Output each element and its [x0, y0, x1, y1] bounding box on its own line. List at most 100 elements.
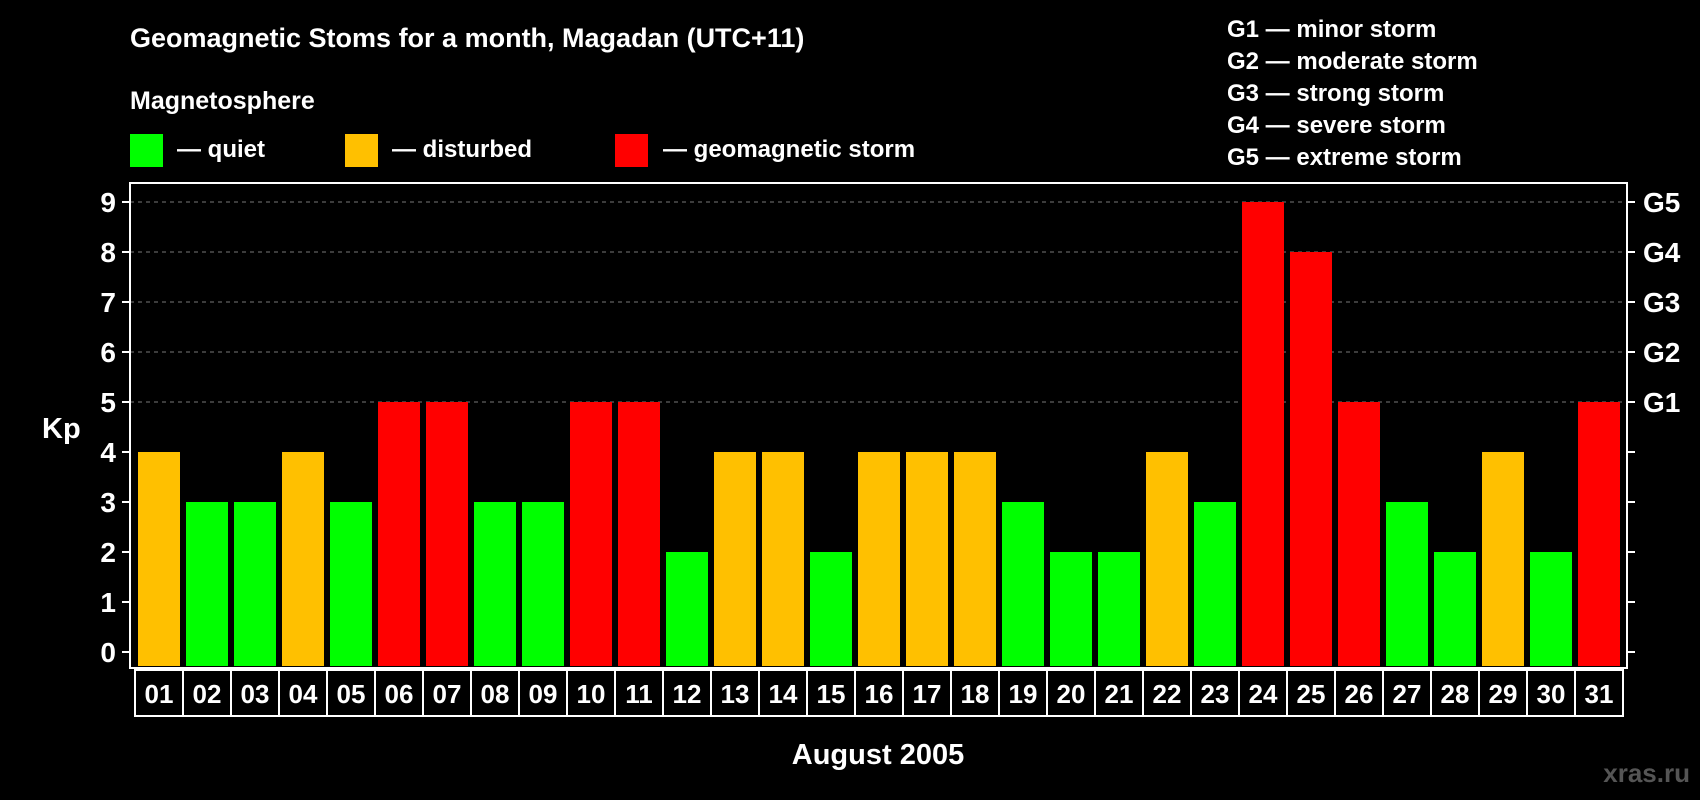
x-tick-label: 30 [1537, 679, 1566, 709]
x-tick-label: 09 [529, 679, 558, 709]
bar-day-02 [186, 502, 228, 666]
grid-lines [130, 201, 1627, 403]
bar-day-26 [1338, 402, 1380, 666]
legend-label-storm: — geomagnetic storm [663, 136, 915, 163]
bar-day-31 [1578, 402, 1620, 666]
y-axis-label: Kp [42, 413, 81, 445]
x-tick-label: 06 [385, 679, 414, 709]
bar-day-05 [330, 502, 372, 666]
watermark: xras.ru [1603, 758, 1690, 788]
y-tick-label: 8 [100, 237, 116, 268]
bar-day-04 [282, 452, 324, 666]
storm-scale-legend: G1 — minor storm G2 — moderate storm G3 … [1227, 16, 1478, 171]
bar-day-24 [1242, 202, 1284, 666]
x-tick-label: 17 [913, 679, 942, 709]
y-tick-label: 6 [100, 337, 116, 368]
bar-day-08 [474, 502, 516, 666]
x-tick-label: 24 [1249, 679, 1278, 709]
y-tick-label: 3 [100, 487, 116, 518]
x-tick-label: 16 [865, 679, 894, 709]
right-axis: G1 G2 G3 G4 G5 [1627, 187, 1681, 653]
bar-day-01 [138, 452, 180, 666]
bar-day-27 [1386, 502, 1428, 666]
bar-day-11 [618, 402, 660, 666]
x-tick-label: 22 [1153, 679, 1182, 709]
legend-label-disturbed: — disturbed [392, 136, 532, 163]
bar-day-20 [1050, 552, 1092, 666]
x-tick-label: 13 [721, 679, 750, 709]
x-tick-label: 29 [1489, 679, 1518, 709]
x-axis-label: August 2005 [792, 739, 964, 771]
x-tick-label: 04 [289, 679, 318, 709]
storm-scale-g5: G5 — extreme storm [1227, 144, 1462, 171]
bar-day-12 [666, 552, 708, 666]
x-tick-label: 14 [769, 679, 798, 709]
right-axis-label: G2 [1643, 337, 1680, 368]
legend-swatch-storm [615, 134, 648, 167]
bar-day-03 [234, 502, 276, 666]
storm-scale-g2: G2 — moderate storm [1227, 48, 1478, 75]
x-axis-box [134, 669, 1624, 717]
x-tick-label: 25 [1297, 679, 1326, 709]
x-tick-label: 15 [817, 679, 846, 709]
x-tick-label: 21 [1105, 679, 1134, 709]
x-tick-label: 08 [481, 679, 510, 709]
bar-day-25 [1290, 252, 1332, 666]
y-tick-label: 9 [100, 187, 116, 218]
bar-day-07 [426, 402, 468, 666]
bars [138, 202, 1620, 666]
bar-day-29 [1482, 452, 1524, 666]
y-tick-label: 1 [100, 587, 116, 618]
bar-day-17 [906, 452, 948, 666]
y-tick-label: 0 [100, 637, 116, 668]
bar-day-18 [954, 452, 996, 666]
x-tick-label: 26 [1345, 679, 1374, 709]
y-tick-label: 5 [100, 387, 116, 418]
legend-swatch-quiet [130, 134, 163, 167]
x-tick-label: 05 [337, 679, 366, 709]
legend-label-quiet: — quiet [177, 136, 265, 163]
x-tick-label: 18 [961, 679, 990, 709]
x-tick-label: 03 [241, 679, 270, 709]
right-axis-label: G4 [1643, 237, 1681, 268]
y-tick-label: 7 [100, 287, 116, 318]
x-tick-label: 02 [193, 679, 222, 709]
y-tick-label: 2 [100, 537, 116, 568]
bar-day-19 [1002, 502, 1044, 666]
x-tick-label: 20 [1057, 679, 1086, 709]
bar-day-15 [810, 552, 852, 666]
y-tick-label: 4 [100, 437, 116, 468]
x-tick-label: 07 [433, 679, 462, 709]
x-tick-label: 31 [1585, 679, 1614, 709]
magnetosphere-label: Magnetosphere [130, 87, 315, 115]
bar-day-13 [714, 452, 756, 666]
bar-day-06 [378, 402, 420, 666]
x-tick-label: 01 [145, 679, 174, 709]
x-tick-label: 23 [1201, 679, 1230, 709]
bar-day-16 [858, 452, 900, 666]
bar-day-28 [1434, 552, 1476, 666]
bar-day-21 [1098, 552, 1140, 666]
plot-frame [129, 182, 1628, 669]
bar-day-09 [522, 502, 564, 666]
right-axis-label: G1 [1643, 387, 1680, 418]
right-axis-label: G3 [1643, 287, 1680, 318]
chart-title: Geomagnetic Stoms for a month, Magadan (… [130, 23, 804, 53]
x-tick-label: 27 [1393, 679, 1422, 709]
bar-day-10 [570, 402, 612, 666]
x-tick-label: 19 [1009, 679, 1038, 709]
right-axis-label: G5 [1643, 187, 1680, 218]
x-tick-label: 10 [577, 679, 606, 709]
legend: — quiet — disturbed — geomagnetic storm [130, 134, 915, 167]
legend-swatch-disturbed [345, 134, 378, 167]
storm-scale-g1: G1 — minor storm [1227, 16, 1436, 43]
storm-scale-g3: G3 — strong storm [1227, 80, 1444, 107]
storm-scale-g4: G4 — severe storm [1227, 112, 1446, 139]
x-tick-label: 28 [1441, 679, 1470, 709]
x-tick-label: 12 [673, 679, 702, 709]
y-axis: 0 1 2 3 4 5 6 7 8 9 [100, 187, 130, 668]
bar-day-22 [1146, 452, 1188, 666]
bar-day-14 [762, 452, 804, 666]
x-axis: 01 02 03 04 05 06 07 08 09 10 11 12 13 14 15 16 17 18 19 20… [134, 669, 1624, 717]
